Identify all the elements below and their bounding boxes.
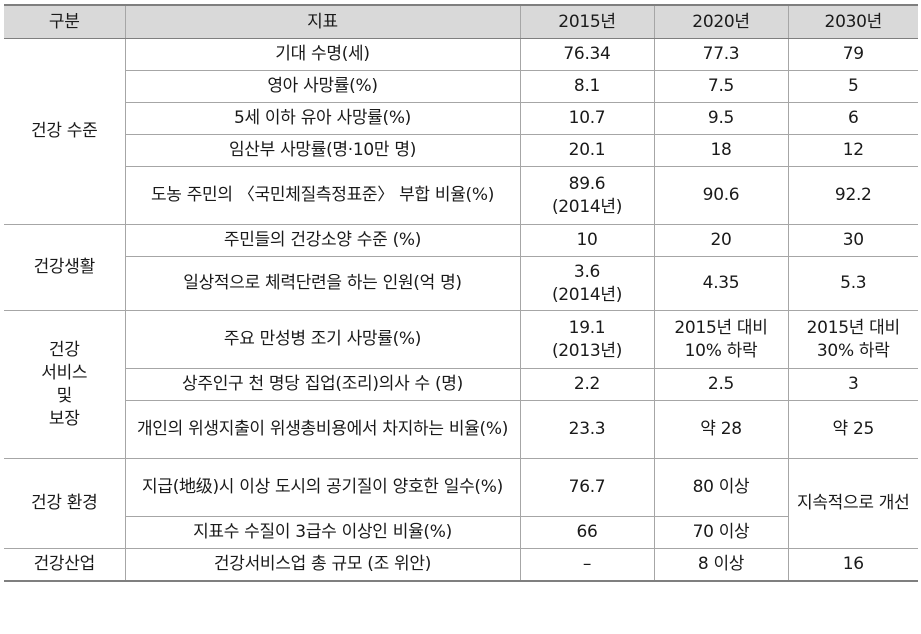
value-2015: 10.7 [519,102,655,135]
value-2015: 10 [519,224,655,257]
header-2020: 2020년 [653,4,789,39]
value-2030: 79 [787,38,918,71]
indicator-cell: 개인의 위생지출이 위생총비용에서 차지하는 비율(%) [125,400,521,459]
header-2030: 2030년 [787,4,918,39]
table-row: 건강 환경 지급(地级)시 이상 도시의 공기질이 양호한 일수(%) 76.7… [4,458,918,549]
table-header-row: 구분 지표 2015년 2020년 2030년 [4,4,918,39]
value-2015: 89.6 (2014년) [519,166,655,225]
value-2020: 18 [653,134,789,167]
group-health-industry: 건강산업 [4,548,126,582]
value-2020: 2.5 [653,368,789,401]
value-2015: 66 [519,516,655,549]
indicator-cell: 도농 주민의 〈국민체질측정표준〉 부합 비율(%) [125,166,521,225]
value-2020: 80 이상 [653,458,789,517]
table-row: 일상적으로 체력단련을 하는 인원(억 명) 3.6 (2014년) 4.35 … [4,256,918,311]
health-indicator-table: 구분 지표 2015년 2020년 2030년 건강 수준 기대 수명(세) 7… [4,4,918,582]
value-2030: 3 [787,368,918,401]
table-row: 임산부 사망률(명·10만 명) 20.1 18 12 [4,134,918,167]
indicator-cell: 건강서비스업 총 규모 (조 위안) [124,548,521,582]
value-2015: 23.3 [519,400,655,459]
value-2015-note: (2014년) [551,284,623,305]
indicator-cell: 지급(地级)시 이상 도시의 공기질이 양호한 일수(%) [124,458,521,517]
value-2030-line1: 2015년 대비 [806,317,900,338]
value-2015: 76.7 [519,458,655,517]
value-2020: 4.35 [653,256,789,311]
table-row: 건강산업 건강서비스업 총 규모 (조 위안) – 8 이상 16 [4,548,918,582]
indicator-cell: 상주인구 천 명당 집업(조리)의사 수 (명) [125,368,521,401]
group-label-line: 보장 [48,408,80,429]
table-row: 개인의 위생지출이 위생총비용에서 차지하는 비율(%) 23.3 약 28 약… [4,400,918,459]
group-health-life: 건강생활 [4,224,126,311]
group-label-line: 건강 [48,339,80,360]
table-row: 5세 이하 유아 사망률(%) 10.7 9.5 6 [4,102,918,135]
value-2020: 8 이상 [653,548,789,582]
table-row: 건강 서비스 및 보장 주요 만성병 조기 사망률(%) 19.1 (2013년… [4,310,918,459]
value-2020: 77.3 [653,38,789,71]
table-row: 건강 수준 기대 수명(세) 76.34 77.3 79 [4,38,918,225]
value-2030: 5 [787,70,918,103]
group-health-env: 건강 환경 [4,458,126,549]
value-2030: 약 25 [787,400,918,459]
value-2030: 5.3 [787,256,918,311]
value-2015: 3.6 (2014년) [519,256,655,311]
value-2015: 2.2 [519,368,655,401]
indicator-cell: 영아 사망률(%) [125,70,521,103]
value-2015: – [519,548,655,582]
value-2015: 76.34 [519,38,655,71]
table-row: 영아 사망률(%) 8.1 7.5 5 [4,70,918,103]
group-health-service: 건강 서비스 및 보장 [4,310,126,459]
indicator-cell: 기대 수명(세) [124,38,521,71]
table-row: 상주인구 천 명당 집업(조리)의사 수 (명) 2.2 2.5 3 [4,368,918,401]
value-2015: 19.1 (2013년) [519,310,655,369]
value-2015-note: (2013년) [551,340,623,361]
value-2030-line2: 30% 하락 [816,340,890,361]
value-2020: 2015년 대비 10% 하락 [653,310,789,369]
indicator-cell: 지표수 수질이 3급수 이상인 비율(%) [125,516,521,549]
group-label-line: 및 [56,385,73,406]
header-category: 구분 [4,4,126,39]
value-2020-line1: 2015년 대비 [674,317,768,338]
value-2015: 20.1 [519,134,655,167]
value-2030: 30 [787,224,918,257]
indicator-cell: 일상적으로 체력단련을 하는 인원(억 명) [125,256,521,311]
value-2020: 9.5 [653,102,789,135]
value-2020-line2: 10% 하락 [684,340,758,361]
value-2030: 2015년 대비 30% 하락 [787,310,918,369]
table-row: 도농 주민의 〈국민체질측정표준〉 부합 비율(%) 89.6 (2014년) … [4,166,918,225]
value-2020: 20 [653,224,789,257]
value-2015-main: 89.6 [568,173,606,194]
value-2020: 약 28 [653,400,789,459]
header-2015: 2015년 [519,4,655,39]
table-row: 지표수 수질이 3급수 이상인 비율(%) 66 70 이상 [4,516,918,549]
value-2015: 8.1 [519,70,655,103]
value-2015-main: 19.1 [568,317,606,338]
value-2030: 16 [787,548,918,582]
value-2030: 12 [787,134,918,167]
value-2020: 70 이상 [653,516,788,549]
value-2015-note: (2014년) [551,196,623,217]
value-2020: 90.6 [653,166,789,225]
indicator-cell: 주민들의 건강소양 수준 (%) [124,224,521,257]
group-health-level: 건강 수준 [4,38,126,225]
value-2030: 6 [787,102,918,135]
indicator-cell: 5세 이하 유아 사망률(%) [125,102,521,135]
value-2015-main: 3.6 [573,261,601,282]
value-2030: 92.2 [787,166,918,225]
table-row: 건강생활 주민들의 건강소양 수준 (%) 10 20 30 [4,224,918,311]
indicator-cell: 주요 만성병 조기 사망률(%) [124,310,521,369]
group-label-line: 서비스 [41,362,88,383]
value-2030: 지속적으로 개선 [787,458,918,549]
header-indicator: 지표 [124,4,521,39]
value-2020: 7.5 [653,70,789,103]
indicator-cell: 임산부 사망률(명·10만 명) [125,134,521,167]
